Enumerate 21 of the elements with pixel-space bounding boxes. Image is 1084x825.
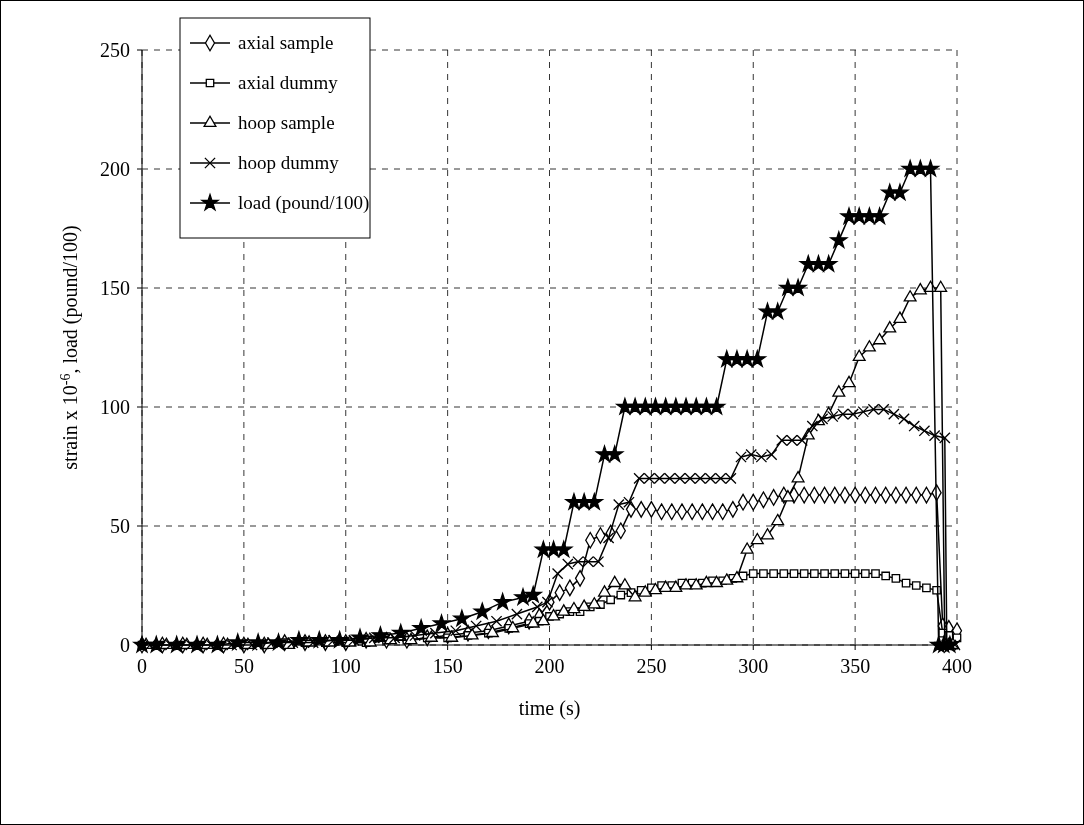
x-tick-label: 100 [330, 655, 361, 677]
y-tick-label: 250 [100, 39, 130, 61]
legend-label: hoop dummy [238, 152, 340, 173]
legend-label: hoop sample [238, 112, 335, 133]
x-axis-title: time (s) [518, 697, 581, 720]
x-tick-label: 200 [534, 655, 565, 677]
x-tick-label: 250 [636, 655, 667, 677]
y-tick-label: 200 [100, 158, 130, 180]
y-tick-label: 150 [100, 277, 130, 299]
x-tick-label: 300 [738, 655, 769, 677]
x-tick-label: 50 [233, 655, 254, 677]
legend-label: axial sample [238, 32, 334, 53]
x-tick-label: 0 [137, 655, 147, 677]
x-tick-label: 150 [432, 655, 463, 677]
x-tick-label: 350 [840, 655, 871, 677]
x-tick-label: 400 [942, 655, 972, 677]
legend-label: axial dummy [238, 72, 339, 93]
y-tick-label: 50 [110, 515, 130, 537]
y-tick-label: 0 [120, 634, 130, 656]
y-tick-label: 100 [100, 396, 130, 418]
legend-label: load (pound/100) [238, 192, 370, 214]
